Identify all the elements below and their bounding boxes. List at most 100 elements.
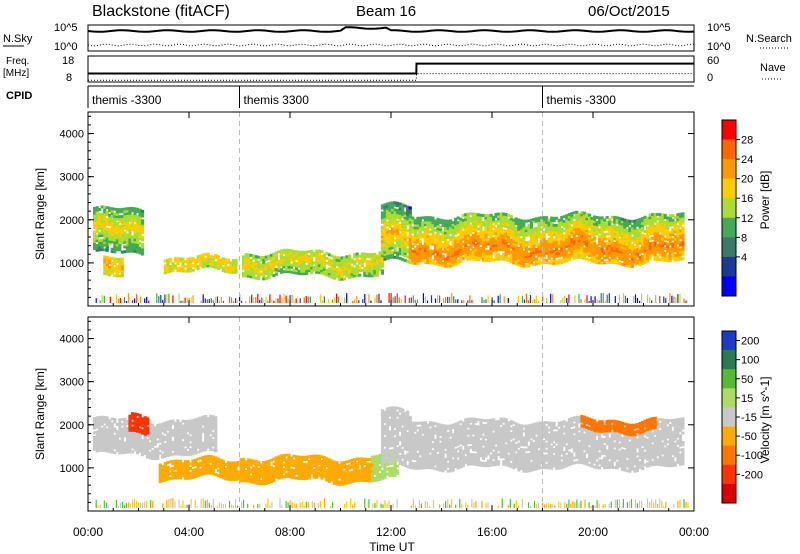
heatmap-cell — [120, 267, 124, 271]
heatmap-cell — [426, 232, 430, 236]
heatmap-cell — [173, 435, 178, 439]
heatmap-cell — [103, 418, 107, 422]
heatmap-cell — [474, 231, 478, 235]
heatmap-cell — [648, 228, 652, 231]
heatmap-cell — [264, 255, 268, 259]
heatmap-cell — [542, 261, 546, 265]
heatmap-cell — [534, 262, 539, 266]
heatmap-cell — [249, 263, 253, 267]
heatmap-cell — [358, 457, 362, 461]
ground-scatter-cell — [453, 296, 455, 303]
colorbar-tick-label: 4 — [741, 252, 747, 264]
heatmap-cell — [577, 255, 582, 259]
heatmap-cell — [398, 245, 402, 249]
heatmap-cell — [123, 214, 127, 218]
heatmap-cell — [254, 481, 258, 485]
heatmap-cell — [547, 261, 551, 265]
ground-scatter-cell — [305, 295, 307, 303]
heatmap-cell — [474, 219, 478, 223]
heatmap-cell — [355, 469, 359, 473]
heatmap-cell — [110, 226, 114, 230]
heatmap-cell — [507, 240, 511, 244]
heatmap-cell — [105, 234, 109, 238]
heatmap-cell — [113, 439, 117, 443]
heatmap-cell — [282, 263, 286, 267]
heatmap-cell — [350, 475, 354, 479]
heatmap-cell — [214, 432, 218, 436]
heatmap-cell — [502, 217, 506, 221]
heatmap-cell — [542, 246, 546, 250]
heatmap-cell — [403, 216, 407, 220]
heatmap-cell — [173, 426, 178, 430]
heatmap-cell — [421, 221, 425, 225]
heatmap-cell — [529, 225, 534, 229]
heatmap-cell — [108, 435, 112, 439]
heatmap-cell — [653, 243, 657, 247]
heatmap-cell — [300, 267, 304, 271]
heatmap-cell — [229, 466, 233, 470]
heatmap-cell — [484, 242, 488, 246]
heatmap-cell — [582, 254, 587, 258]
heatmap-cell — [582, 252, 587, 255]
heatmap-cell — [620, 229, 624, 233]
heatmap-cell — [537, 233, 541, 237]
heatmap-cell — [630, 248, 635, 252]
heatmap-cell — [196, 417, 200, 421]
heatmap-cell — [643, 239, 647, 243]
heatmap-cell — [588, 246, 592, 250]
heatmap-cell — [396, 244, 400, 248]
heatmap-cell — [378, 458, 382, 462]
heatmap-cell — [585, 250, 589, 254]
heatmap-cell — [439, 244, 443, 248]
heatmap-cell — [300, 265, 304, 269]
heatmap-cell — [249, 463, 253, 467]
heatmap-cell — [646, 217, 650, 220]
heatmap-cell — [393, 208, 397, 212]
heatmap-cell — [277, 457, 281, 461]
heatmap-cell — [383, 466, 387, 470]
heatmap-cell — [416, 238, 420, 242]
heatmap-cell — [360, 474, 364, 477]
heatmap-cell — [375, 257, 379, 260]
heatmap-cell — [284, 258, 289, 262]
heatmap-cell — [100, 205, 104, 209]
heatmap-cell — [628, 234, 632, 237]
heatmap-cell — [360, 254, 364, 258]
heatmap-cell — [158, 468, 162, 472]
heatmap-cell — [552, 231, 556, 234]
heatmap-cell — [666, 249, 670, 253]
heatmap-cell — [282, 270, 286, 274]
heatmap-cell — [231, 263, 236, 267]
heatmap-cell — [436, 260, 440, 264]
heatmap-cell — [370, 477, 374, 480]
heatmap-cell — [305, 252, 309, 256]
heatmap-cell — [380, 218, 385, 222]
heatmap-cell — [653, 248, 657, 252]
heatmap-cell — [570, 242, 574, 246]
noise-left-tick-bottom: 10^0 — [54, 41, 78, 53]
heatmap-cell — [120, 418, 124, 422]
heatmap-cell — [378, 256, 382, 260]
heatmap-cell — [368, 269, 372, 273]
heatmap-cell — [595, 223, 599, 227]
ground-scatter-cell — [192, 295, 194, 303]
heatmap-cell — [138, 237, 142, 241]
heatmap-cell — [340, 468, 344, 472]
heatmap-cell — [416, 252, 420, 256]
heatmap-cell — [191, 447, 195, 451]
heatmap-cell — [590, 231, 594, 235]
heatmap-cell — [542, 216, 546, 220]
heatmap-cell — [350, 270, 354, 274]
heatmap-cell — [105, 246, 109, 250]
heatmap-cell — [454, 239, 458, 242]
heatmap-cell — [123, 217, 127, 221]
heatmap-cell — [338, 466, 342, 470]
heatmap-cell — [98, 241, 102, 245]
heatmap-cell — [105, 433, 109, 436]
heatmap-cell — [661, 244, 665, 248]
heatmap-cell — [671, 237, 675, 241]
heatmap-cell — [388, 467, 392, 470]
heatmap-cell — [166, 439, 170, 443]
heatmap-cell — [146, 431, 150, 435]
heatmap-cell — [295, 250, 299, 254]
